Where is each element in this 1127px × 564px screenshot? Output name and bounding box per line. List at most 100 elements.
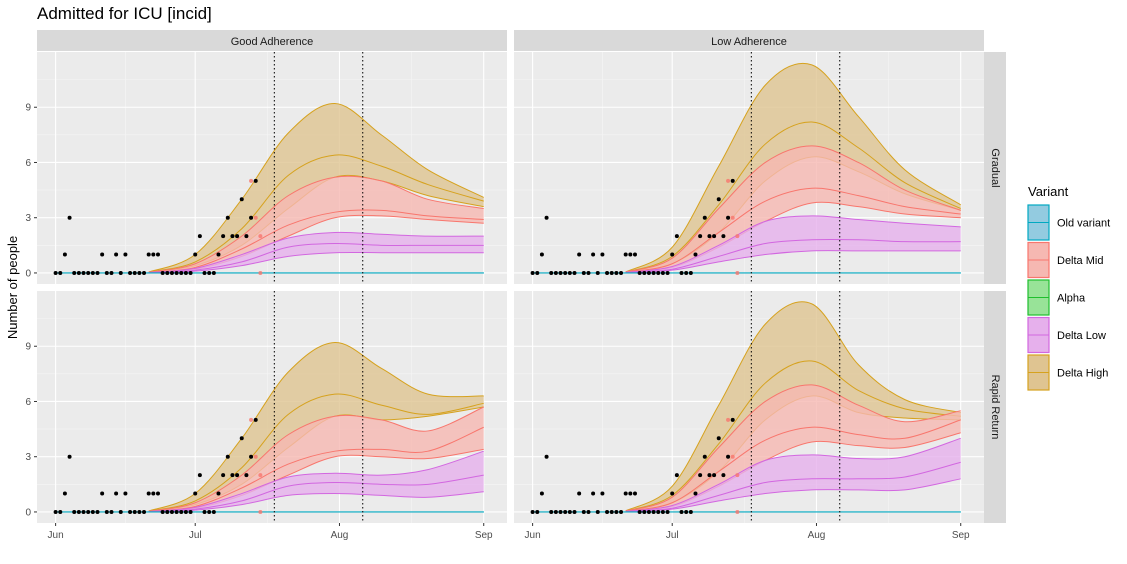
upper-line-delta-mid: [625, 145, 961, 273]
observed-point: [146, 252, 151, 257]
ribbon-delta-mid: [148, 176, 484, 273]
observed-point: [581, 509, 586, 514]
legend-label: Delta Low: [1057, 330, 1106, 342]
median-line-delta-mid: [148, 426, 484, 512]
observed-point: [553, 270, 558, 275]
observed-point: [567, 509, 572, 514]
observed-point: [567, 270, 572, 275]
observed-point: [642, 509, 647, 514]
observed-point-red: [258, 234, 263, 239]
observed-point-red: [253, 215, 258, 220]
observed-point: [123, 491, 128, 496]
observed-point: [563, 270, 568, 275]
observed-point: [179, 270, 184, 275]
legend-label: Delta High: [1057, 368, 1108, 380]
observed-point: [670, 491, 675, 496]
observed-point: [572, 509, 577, 514]
x-tick-label: Jun: [48, 530, 64, 541]
observed-point: [221, 234, 226, 239]
observed-point: [609, 270, 614, 275]
observed-point: [688, 509, 693, 514]
observed-point: [684, 509, 689, 514]
observed-point: [544, 454, 549, 459]
observed-point: [563, 509, 568, 514]
facet-row-strip-0: [984, 52, 1006, 284]
observed-point: [609, 509, 614, 514]
observed-point: [53, 509, 58, 514]
median-line-delta-mid: [625, 419, 961, 512]
observed-point: [712, 234, 717, 239]
observed-point: [693, 491, 698, 496]
observed-point: [202, 270, 207, 275]
observed-point: [558, 270, 563, 275]
observed-point: [698, 473, 703, 478]
observed-point: [637, 270, 642, 275]
observed-point: [623, 491, 628, 496]
observed-point-red: [258, 473, 263, 478]
observed-point: [619, 270, 624, 275]
observed-point: [174, 270, 179, 275]
observed-point: [230, 234, 235, 239]
observed-point-red: [249, 417, 254, 422]
legend-label: Delta Mid: [1057, 255, 1103, 267]
upper-line-delta-low: [148, 231, 484, 274]
observed-point: [72, 270, 77, 275]
observed-point: [118, 509, 123, 514]
median-line-delta-mid: [148, 209, 484, 273]
observed-point: [591, 252, 596, 257]
observed-point: [698, 234, 703, 239]
y-tick-label: 3: [25, 452, 31, 463]
upper-line-delta-mid: [148, 175, 484, 273]
observed-point: [188, 509, 193, 514]
observed-point: [76, 509, 81, 514]
observed-point: [142, 270, 147, 275]
observed-point: [535, 270, 540, 275]
y-tick-label: 6: [25, 397, 31, 408]
observed-point: [58, 270, 63, 275]
observed-point: [174, 509, 179, 514]
observed-point: [53, 270, 58, 275]
upper-line-delta-mid: [148, 406, 484, 512]
upper-line-delta-low: [625, 437, 961, 512]
observed-point: [137, 270, 142, 275]
observed-point: [549, 270, 554, 275]
chart-title: Admitted for ICU [incid]: [37, 4, 212, 23]
observed-point: [595, 270, 600, 275]
observed-point: [239, 197, 244, 202]
observed-point: [642, 270, 647, 275]
observed-point: [160, 270, 165, 275]
upper-line-delta-high: [148, 103, 484, 273]
observed-point: [76, 270, 81, 275]
observed-point: [58, 509, 63, 514]
observed-point: [86, 270, 91, 275]
y-tick-label: 0: [25, 268, 31, 279]
observed-point: [577, 491, 582, 496]
ribbon-delta-mid: [625, 384, 961, 512]
observed-point-red: [735, 509, 740, 514]
median-line-delta-mid: [625, 187, 961, 273]
observed-point: [183, 509, 188, 514]
median-line-delta-high: [625, 121, 961, 273]
ribbon-delta-mid: [625, 145, 961, 273]
observed-point: [207, 270, 212, 275]
observed-point: [539, 252, 544, 257]
observed-point: [632, 252, 637, 257]
median-line-delta-high: [148, 154, 484, 273]
observed-point: [155, 491, 160, 496]
observed-point: [169, 270, 174, 275]
observed-point: [674, 234, 679, 239]
observed-point: [169, 509, 174, 514]
observed-point: [239, 436, 244, 441]
observed-point: [628, 491, 633, 496]
observed-point: [193, 252, 198, 257]
observed-point: [605, 509, 610, 514]
observed-point: [100, 491, 105, 496]
median-line-delta-high: [625, 360, 961, 512]
observed-point: [558, 509, 563, 514]
observed-point: [544, 215, 549, 220]
observed-point: [207, 509, 212, 514]
observed-point: [665, 270, 670, 275]
observed-point: [197, 473, 202, 478]
observed-point: [188, 270, 193, 275]
facet-strip-label: Good Adherence: [231, 36, 314, 48]
